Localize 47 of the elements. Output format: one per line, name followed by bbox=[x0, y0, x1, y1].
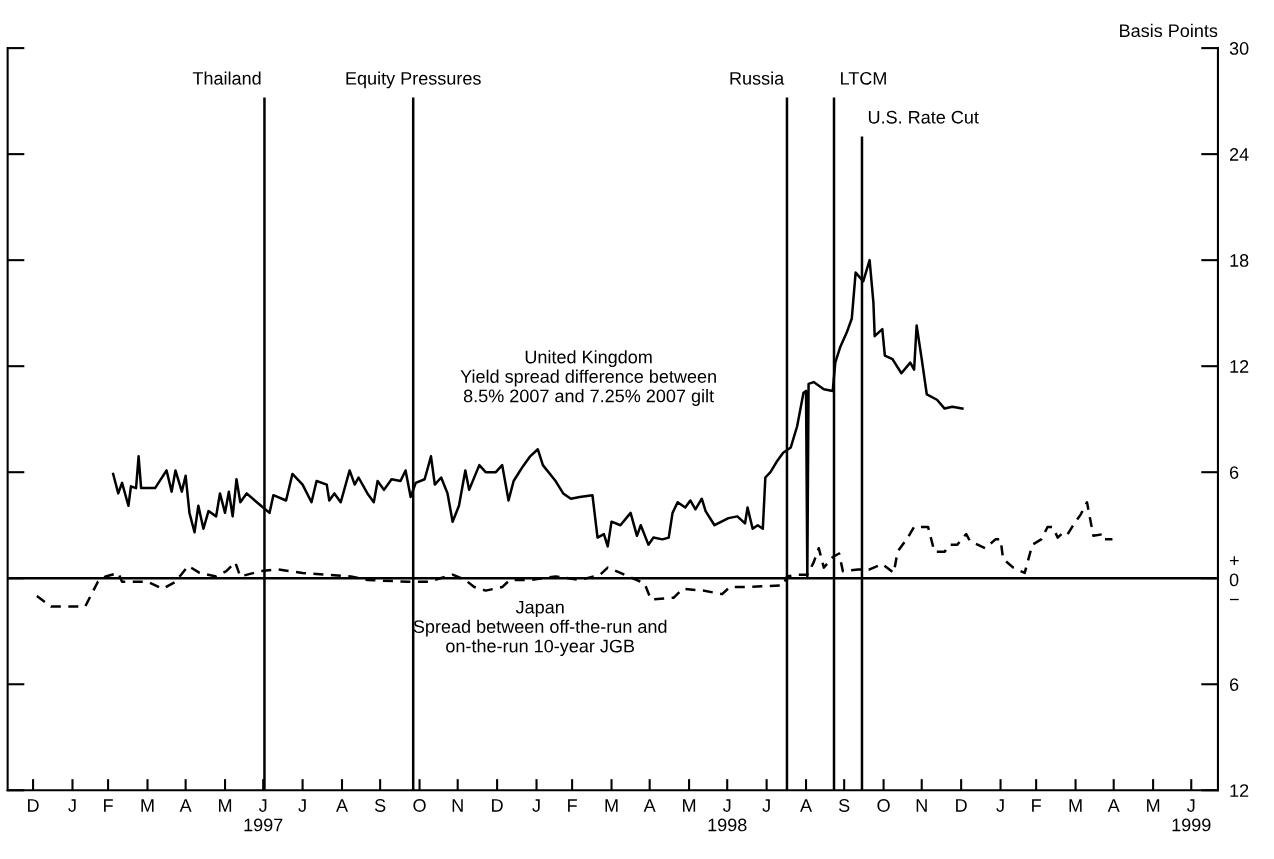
y-tick-label: 6 bbox=[1229, 466, 1239, 479]
x-tick-label: M bbox=[605, 799, 618, 812]
x-tick-label: N bbox=[916, 799, 927, 812]
x-tick-label: A bbox=[179, 799, 192, 812]
x-tick-label: N bbox=[452, 799, 463, 812]
x-tick-label: S bbox=[838, 799, 850, 812]
annotation: United Kingdom Yield spread difference between 8.5% 2007 and 7.25% 2007 gilt bbox=[460, 350, 716, 406]
x-tick-label: O bbox=[413, 799, 426, 812]
x-tick-label: J bbox=[762, 799, 770, 812]
x-tick-label: M bbox=[1069, 799, 1082, 812]
y-tick-label: 24 bbox=[1229, 148, 1249, 161]
y-tick-label: 18 bbox=[1230, 254, 1249, 267]
x-tick-label: F bbox=[104, 799, 113, 812]
y-tick-label: + 0 − bbox=[1229, 556, 1239, 601]
annotation: Japan Spread between off-the-run and on-the-run 10-year JGB bbox=[413, 600, 667, 657]
x-tick-label: M bbox=[683, 799, 696, 812]
x-tick-label: A bbox=[643, 799, 656, 812]
x-tick-label: M bbox=[219, 799, 232, 812]
x-tick-label: D bbox=[492, 799, 503, 812]
x-tick-label: M bbox=[1147, 799, 1160, 812]
y-tick-label: 12 bbox=[1230, 360, 1249, 373]
x-tick-label: J bbox=[68, 799, 76, 812]
x-tick-label: D bbox=[956, 799, 967, 812]
x-tick-label: F bbox=[568, 799, 577, 812]
y-tick-label: 6 bbox=[1229, 678, 1239, 691]
x-tick-label: D bbox=[28, 799, 39, 812]
x-tick-label: J 1999 bbox=[1172, 799, 1211, 832]
x-tick-label: F bbox=[1032, 799, 1041, 812]
x-tick-label: S bbox=[374, 799, 386, 812]
y-axis-title: Basis Points bbox=[1120, 23, 1218, 38]
y-tick-label: 30 bbox=[1229, 42, 1249, 55]
ref-line-label: Equity Pressures bbox=[346, 71, 481, 89]
x-tick-label: J bbox=[996, 799, 1004, 812]
x-tick-label: J 1997 bbox=[244, 799, 283, 832]
x-tick-label: J bbox=[532, 799, 540, 812]
y-tick-label: 12 bbox=[1230, 784, 1249, 797]
x-tick-label: J bbox=[298, 799, 306, 812]
ref-line-label: Thailand bbox=[192, 71, 261, 85]
x-tick-label: M bbox=[141, 799, 154, 812]
ref-line-label: U.S. Rate Cut bbox=[868, 110, 979, 124]
ref-line-label: LTCM bbox=[841, 71, 886, 85]
x-tick-label: A bbox=[336, 799, 348, 812]
x-tick-label: A bbox=[800, 799, 813, 812]
x-tick-label: A bbox=[1107, 799, 1120, 812]
x-tick-label: J 1998 bbox=[708, 799, 747, 832]
x-tick-label: O bbox=[877, 799, 890, 812]
ref-line-label: Russia bbox=[730, 71, 785, 85]
